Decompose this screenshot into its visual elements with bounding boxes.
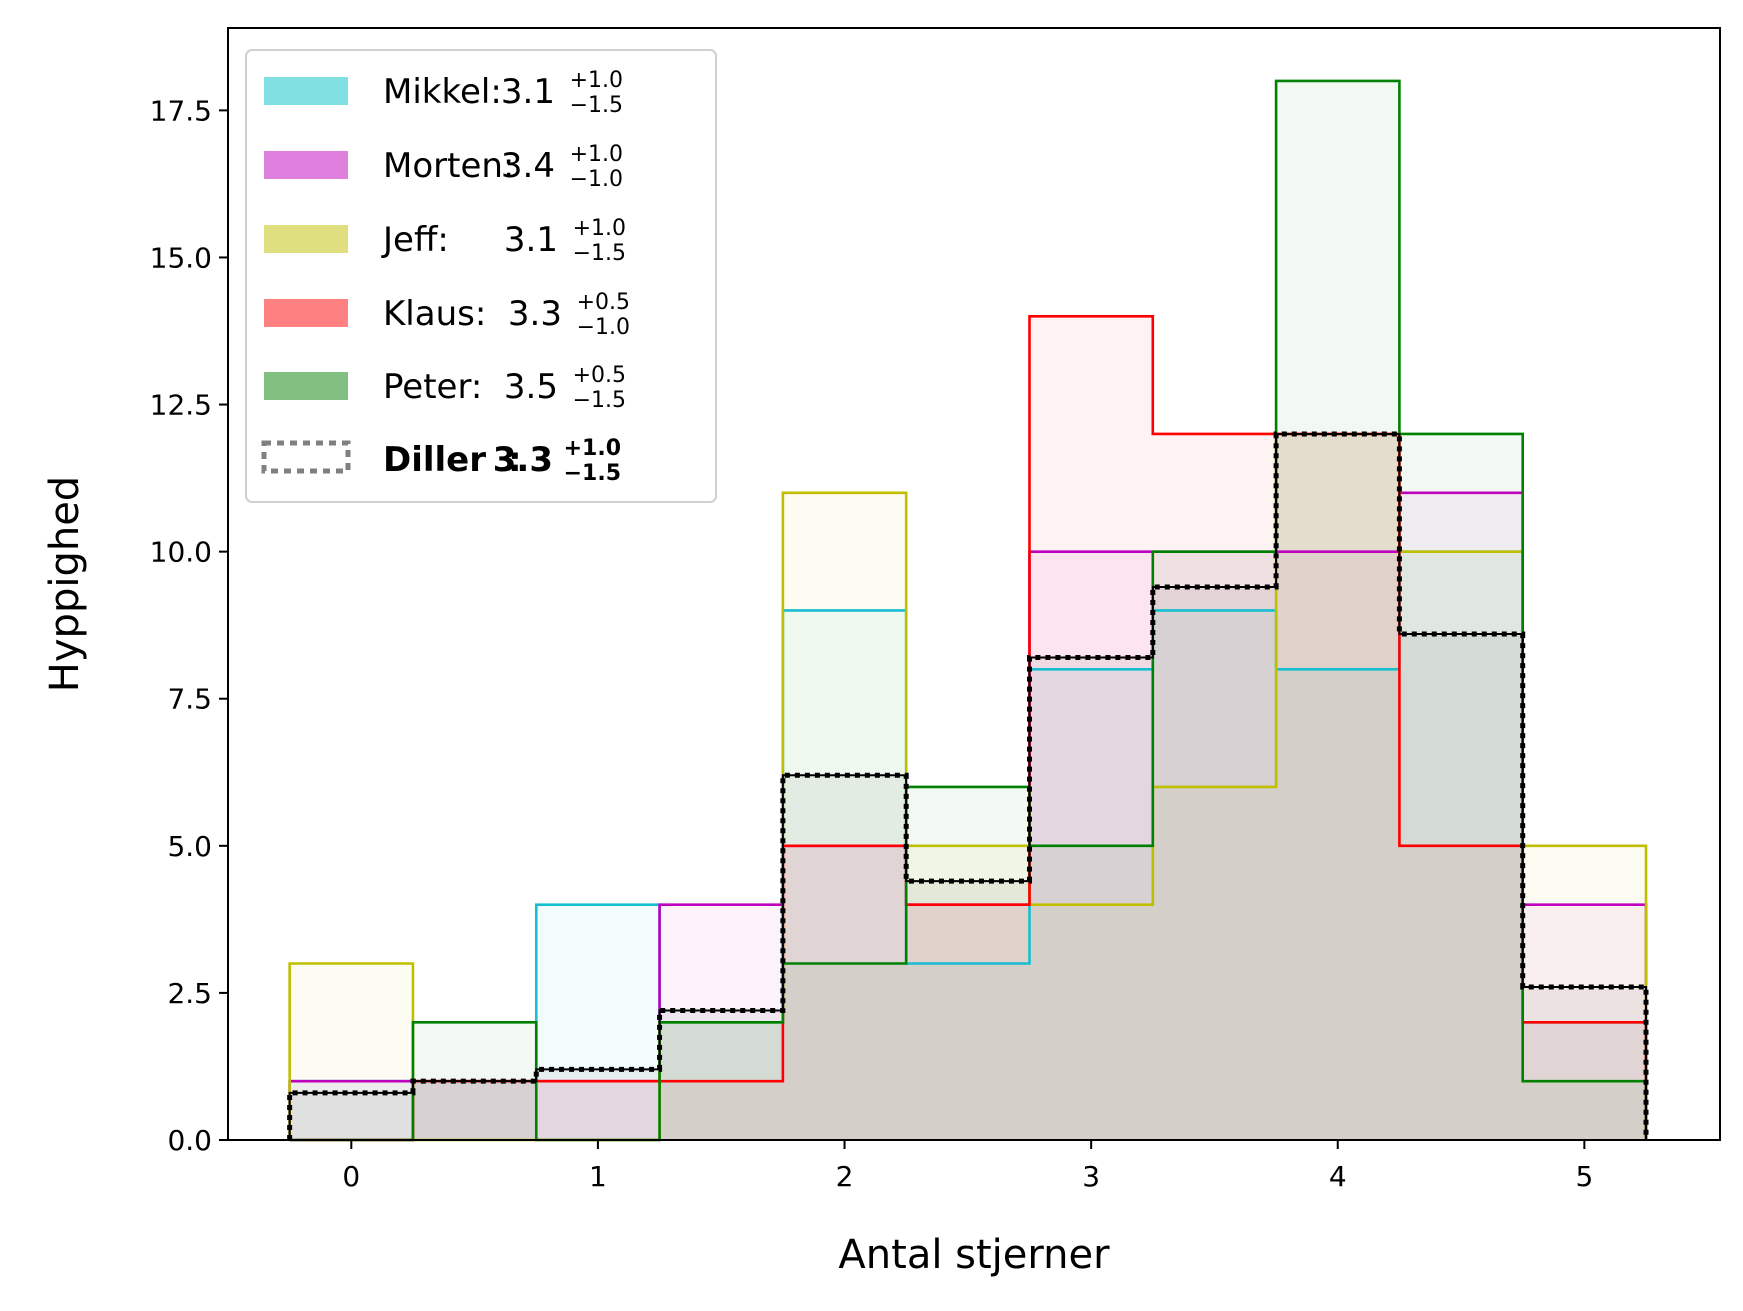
series-fill-diller: [289, 433, 1647, 1140]
legend-upper-peter: +0.5: [573, 363, 626, 388]
legend-mean-morten: 3.4: [501, 146, 555, 186]
legend-swatch-morten: [264, 151, 348, 179]
legend-mean-klaus: 3.3: [508, 294, 562, 334]
y-tick-label: 10.0: [150, 536, 212, 569]
legend-label-jeff: Jeff:: [381, 220, 449, 260]
x-axis-title: Antal stjerner: [838, 1232, 1110, 1278]
y-axis-title: Hyppighed: [42, 476, 88, 692]
series-fill-mikkel: [289, 551, 1647, 1140]
x-tick-label: 0: [342, 1160, 360, 1193]
legend-label-morten: Morten:: [383, 146, 514, 186]
series-outlines: [287, 79, 1649, 1142]
legend-label-peter: Peter:: [383, 367, 482, 407]
legend-mean-mikkel: 3.1: [501, 72, 555, 112]
legend-lower-klaus: −1.0: [577, 315, 630, 340]
legend-lower-morten: −1.0: [570, 167, 623, 192]
legend-swatch-mikkel: [264, 77, 348, 105]
legend-lower-diller: −1.5: [564, 461, 621, 486]
legend-mean-diller: 3.3: [493, 440, 553, 480]
legend-label-mikkel: Mikkel:: [383, 72, 502, 112]
series-fill-klaus: [289, 316, 1647, 1141]
legend-upper-mikkel: +1.0: [570, 68, 623, 93]
legend-swatch-jeff: [264, 225, 348, 253]
legend-colon-diller: :: [508, 440, 522, 480]
legend-box: [245, 49, 717, 503]
legend-label-diller: Diller: [383, 440, 486, 480]
y-tick-label: 17.5: [150, 94, 212, 127]
series-fill-peter: [289, 80, 1647, 1140]
x-tick-label: 3: [1082, 1160, 1100, 1193]
series-fill-jeff: [289, 433, 1647, 1140]
legend-swatch-peter: [264, 372, 348, 400]
legend-swatch-klaus: [264, 299, 348, 327]
legend-lower-peter: −1.5: [573, 388, 626, 413]
series-fills: [289, 80, 1647, 1141]
legend-lower-mikkel: −1.5: [570, 93, 623, 118]
x-axis: 0 1 2 3 4 5: [342, 1140, 1593, 1193]
legend-mean-peter: 3.5: [504, 367, 558, 407]
y-tick-label: 5.0: [167, 830, 212, 863]
series-line-klaus: [289, 314, 1648, 1142]
y-tick-label: 15.0: [150, 241, 212, 274]
legend-label-klaus: Klaus:: [383, 294, 486, 334]
x-tick-label: 4: [1329, 1160, 1347, 1193]
y-tick-label: 12.5: [150, 389, 212, 422]
legend-mean-jeff: 3.1: [504, 220, 558, 260]
y-tick-label: 7.5: [167, 683, 212, 716]
plot-frame: [227, 27, 1721, 1141]
series-fill-morten: [289, 492, 1647, 1141]
x-tick-label: 1: [589, 1160, 607, 1193]
legend-lower-jeff: −1.5: [573, 241, 626, 266]
legend-upper-klaus: +0.5: [577, 290, 630, 315]
legend-upper-morten: +1.0: [570, 142, 623, 167]
legend-swatch-diller: [261, 440, 351, 474]
series-dots-diller: [287, 431, 1649, 1140]
y-tick-label: 0.0: [167, 1124, 212, 1157]
y-tick-label: 2.5: [167, 977, 212, 1010]
legend-upper-jeff: +1.0: [573, 216, 626, 241]
legend-upper-diller: +1.0: [564, 436, 621, 461]
y-axis: 0.0 2.5 5.0 7.5 10.0 12.5 15.0 17.5: [150, 94, 228, 1157]
x-tick-label: 2: [836, 1160, 854, 1193]
x-tick-label: 5: [1575, 1160, 1593, 1193]
